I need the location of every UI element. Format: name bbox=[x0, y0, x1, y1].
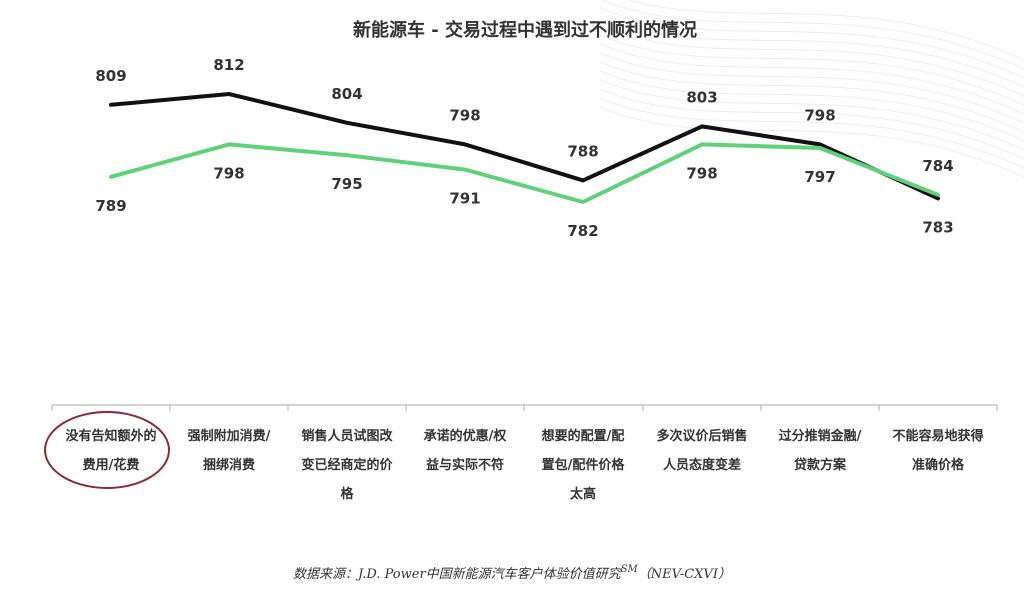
category-label: 过分推销金融/贷款方案 bbox=[779, 428, 862, 473]
category-label: 多次议价后销售人员态度变差 bbox=[656, 428, 747, 473]
source-prefix: 数据来源：J.D. Power中国新能源汽车客户体验价值研究 bbox=[293, 566, 623, 582]
category-label: 想要的配置/配置包/配件价格太高 bbox=[542, 428, 626, 502]
category-label: 没有告知额外的费用/花费 bbox=[65, 428, 156, 473]
category-label-line: 准确价格 bbox=[912, 457, 965, 473]
source-note: 数据来源：J.D. Power中国新能源汽车客户体验价值研究SM（NEV-CXV… bbox=[293, 564, 731, 582]
category-label-line: 格 bbox=[340, 486, 354, 502]
data-label-green: 795 bbox=[331, 175, 362, 193]
data-label-green: 789 bbox=[95, 197, 126, 215]
data-label-green: 784 bbox=[922, 157, 953, 175]
category-label-line: 多次议价后销售 bbox=[656, 428, 747, 444]
data-label-green: 797 bbox=[804, 168, 835, 186]
category-label: 承诺的优惠/权益与实际不符 bbox=[424, 428, 508, 473]
x-axis-ticks bbox=[51, 405, 998, 411]
wave-line bbox=[601, 0, 1024, 70]
category-label: 强制附加消费/捆绑消费 bbox=[188, 428, 271, 473]
category-label-line: 捆绑消费 bbox=[203, 457, 255, 473]
wave-line bbox=[599, 97, 1024, 169]
chart-title: 新能源车 - 交易过程中遇到过不顺利的情况 bbox=[353, 19, 697, 41]
source-suffix: （NEV-CXVI） bbox=[638, 566, 731, 582]
data-label-black: 798 bbox=[804, 106, 835, 124]
data-label-black: 809 bbox=[95, 67, 126, 85]
category-label-line: 过分推销金融/ bbox=[779, 428, 862, 444]
wave-line bbox=[599, 34, 1024, 106]
category-label-line: 不能容易地获得 bbox=[892, 428, 983, 444]
series-line-green bbox=[109, 142, 940, 204]
category-label: 销售人员试图改变已经商定的价格 bbox=[301, 428, 393, 502]
wave-line bbox=[599, 70, 1024, 142]
category-label-line: 贷款方案 bbox=[794, 457, 847, 473]
data-label-green: 798 bbox=[686, 164, 717, 182]
wave-line bbox=[599, 52, 1024, 124]
category-label-line: 置包/配件价格 bbox=[542, 457, 626, 473]
data-label-black: 783 bbox=[922, 218, 953, 236]
data-label-green: 791 bbox=[449, 190, 480, 208]
source-superscript: SM bbox=[621, 564, 639, 575]
series-lines bbox=[109, 92, 940, 204]
wave-line bbox=[599, 79, 1024, 151]
wave-line bbox=[599, 88, 1024, 160]
data-label-black: 804 bbox=[331, 85, 362, 103]
wave-line bbox=[627, 0, 1024, 61]
series-line-black bbox=[109, 92, 940, 201]
category-label-line: 益与实际不符 bbox=[426, 457, 504, 473]
category-label-line: 人员态度变差 bbox=[663, 457, 741, 473]
category-label-line: 太高 bbox=[569, 486, 596, 502]
category-label-line: 承诺的优惠/权 bbox=[424, 428, 508, 444]
data-label-black: 798 bbox=[449, 106, 480, 124]
category-label-line: 没有告知额外的 bbox=[65, 428, 156, 444]
wave-line bbox=[599, 25, 1024, 97]
category-label-line: 变已经商定的价 bbox=[301, 457, 393, 473]
category-label-line: 费用/花费 bbox=[83, 457, 140, 473]
category-labels: 没有告知额外的费用/花费强制附加消费/捆绑消费销售人员试图改变已经商定的价格承诺… bbox=[65, 428, 983, 502]
wave-line bbox=[599, 106, 1024, 178]
data-labels: 809 789 812 798 804 795 798 791 788 782 803 798 798 7… bbox=[95, 56, 953, 240]
background-waves bbox=[599, 0, 1024, 178]
wave-line bbox=[599, 61, 1024, 133]
data-label-green: 798 bbox=[213, 164, 244, 182]
data-label-green: 782 bbox=[567, 222, 598, 240]
category-label-line: 销售人员试图改 bbox=[301, 428, 393, 444]
category-label-line: 想要的配置/配 bbox=[542, 428, 625, 444]
wave-line bbox=[599, 43, 1024, 115]
data-label-black: 788 bbox=[567, 142, 598, 160]
highlight-circle bbox=[44, 411, 170, 489]
wave-line bbox=[599, 16, 1024, 88]
category-label-line: 强制附加消费/ bbox=[188, 428, 271, 444]
data-label-black: 812 bbox=[213, 56, 244, 74]
data-label-black: 803 bbox=[686, 88, 717, 106]
category-label: 不能容易地获得准确价格 bbox=[892, 428, 983, 473]
wave-line bbox=[599, 7, 1024, 79]
